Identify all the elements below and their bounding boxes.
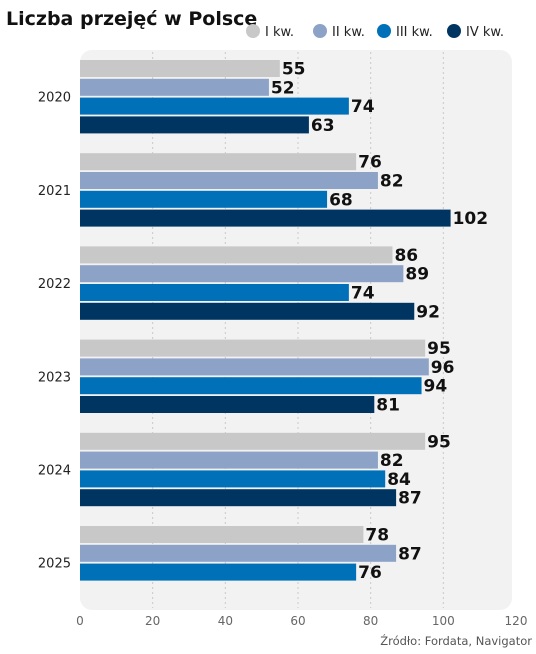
bar <box>80 563 357 581</box>
bar <box>80 153 357 171</box>
bar-value-label: 84 <box>387 470 411 490</box>
bar-value-label: 96 <box>431 358 455 378</box>
legend-marker <box>313 24 327 38</box>
bar-value-label: 86 <box>394 246 418 266</box>
bar <box>80 116 309 134</box>
bar-value-label: 81 <box>376 396 400 416</box>
bar-value-label: 63 <box>311 116 335 136</box>
bar-value-label: 76 <box>358 563 382 583</box>
bar-value-label: 52 <box>271 78 295 98</box>
legend-label: I kw. <box>265 25 294 40</box>
bar <box>80 526 364 543</box>
bar-value-label: 74 <box>351 284 375 304</box>
bar-value-label: 102 <box>453 209 489 229</box>
bar <box>80 377 422 395</box>
bar <box>80 190 328 208</box>
bar <box>80 97 349 115</box>
bars: 5552746376826810286897492959694819582848… <box>80 60 489 583</box>
year-label: 2025 <box>38 557 71 572</box>
year-labels: 2020 2021 2022 2023 2024 2025 <box>38 91 71 572</box>
bar <box>80 265 404 283</box>
x-tick-label: 40 <box>218 614 233 628</box>
bar <box>80 396 375 413</box>
bar <box>80 470 386 488</box>
bar <box>80 284 349 301</box>
bar-value-label: 92 <box>416 302 440 322</box>
bar <box>80 339 426 357</box>
year-label: 2021 <box>38 184 71 199</box>
bar-value-label: 87 <box>398 489 422 509</box>
legend-label: III kw. <box>396 25 433 40</box>
bar-value-label: 94 <box>424 377 448 397</box>
year-label: 2024 <box>38 464 71 479</box>
bar-value-label: 76 <box>358 153 382 173</box>
legend-marker <box>377 24 391 38</box>
bar <box>80 60 280 77</box>
plot-background <box>80 50 512 610</box>
bar-value-label: 95 <box>427 339 451 359</box>
source-note: Źródło: Fordata, Navigator <box>380 633 532 648</box>
x-tick-label: 60 <box>290 614 305 628</box>
bar <box>80 302 415 320</box>
bar <box>80 358 429 376</box>
legend-label: II kw. <box>332 25 365 40</box>
bar <box>80 172 378 189</box>
bar-value-label: 89 <box>405 265 429 285</box>
x-axis-ticks: 0 20 40 60 80 100 120 <box>76 614 527 628</box>
legend-label: IV kw. <box>466 25 504 40</box>
bar-value-label: 78 <box>365 526 389 546</box>
x-tick-label: 0 <box>76 614 84 628</box>
x-tick-label: 120 <box>505 614 528 628</box>
bar-value-label: 68 <box>329 190 353 210</box>
x-tick-label: 80 <box>363 614 378 628</box>
bar-value-label: 95 <box>427 432 451 452</box>
year-label: 2020 <box>38 91 71 106</box>
bar-value-label: 82 <box>380 172 404 192</box>
bar <box>80 451 378 469</box>
bar-value-label: 74 <box>351 97 375 117</box>
bar <box>80 544 397 562</box>
x-tick-label: 100 <box>432 614 455 628</box>
bar <box>80 489 397 507</box>
year-label: 2022 <box>38 277 71 292</box>
bar-value-label: 82 <box>380 451 404 471</box>
year-label: 2023 <box>38 370 71 385</box>
x-tick-label: 20 <box>145 614 160 628</box>
bar <box>80 246 393 264</box>
legend-marker <box>447 24 461 38</box>
bar-value-label: 55 <box>282 60 306 80</box>
chart-title: Liczba przejęć w Polsce <box>6 8 257 30</box>
legend: I kw. II kw. III kw. IV kw. <box>246 24 504 40</box>
bar-value-label: 87 <box>398 544 422 564</box>
bar <box>80 209 451 227</box>
bar <box>80 78 269 96</box>
bar <box>80 432 426 450</box>
legend-marker <box>246 24 260 38</box>
